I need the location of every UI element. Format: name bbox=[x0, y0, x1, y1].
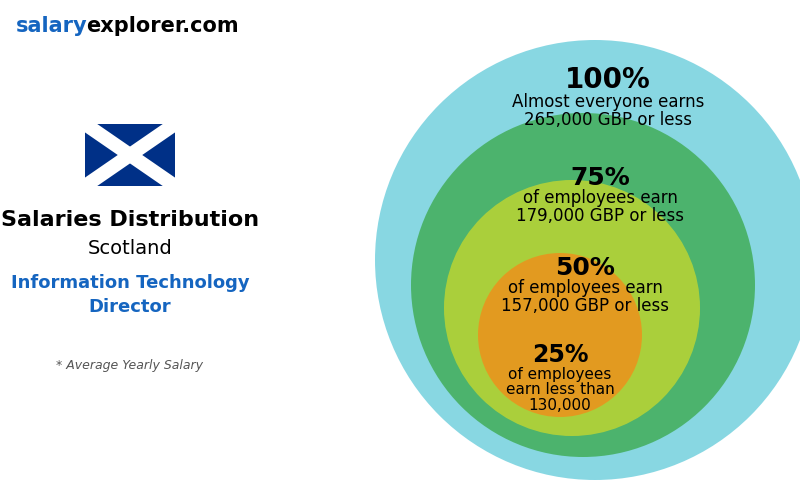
Text: of employees earn: of employees earn bbox=[507, 279, 662, 297]
Text: 130,000: 130,000 bbox=[529, 398, 591, 413]
Text: explorer.com: explorer.com bbox=[86, 16, 238, 36]
Text: earn less than: earn less than bbox=[506, 383, 614, 397]
Text: Information Technology
Director: Information Technology Director bbox=[10, 274, 250, 316]
Text: 75%: 75% bbox=[570, 166, 630, 190]
Text: Salaries Distribution: Salaries Distribution bbox=[1, 210, 259, 230]
Circle shape bbox=[411, 113, 755, 457]
Text: salary: salary bbox=[16, 16, 88, 36]
Text: Almost everyone earns: Almost everyone earns bbox=[512, 93, 704, 111]
Circle shape bbox=[478, 253, 642, 417]
Circle shape bbox=[444, 180, 700, 436]
Text: 157,000 GBP or less: 157,000 GBP or less bbox=[501, 297, 669, 315]
Text: 25%: 25% bbox=[532, 343, 588, 367]
FancyBboxPatch shape bbox=[85, 124, 175, 186]
Text: 265,000 GBP or less: 265,000 GBP or less bbox=[524, 111, 692, 129]
FancyBboxPatch shape bbox=[0, 0, 270, 480]
Text: 100%: 100% bbox=[565, 66, 651, 94]
Text: 179,000 GBP or less: 179,000 GBP or less bbox=[516, 207, 684, 225]
Text: of employees: of employees bbox=[508, 367, 612, 382]
Text: Scotland: Scotland bbox=[88, 239, 172, 257]
Text: * Average Yearly Salary: * Average Yearly Salary bbox=[57, 359, 203, 372]
Circle shape bbox=[375, 40, 800, 480]
Text: of employees earn: of employees earn bbox=[522, 189, 678, 207]
Text: 50%: 50% bbox=[555, 256, 615, 280]
